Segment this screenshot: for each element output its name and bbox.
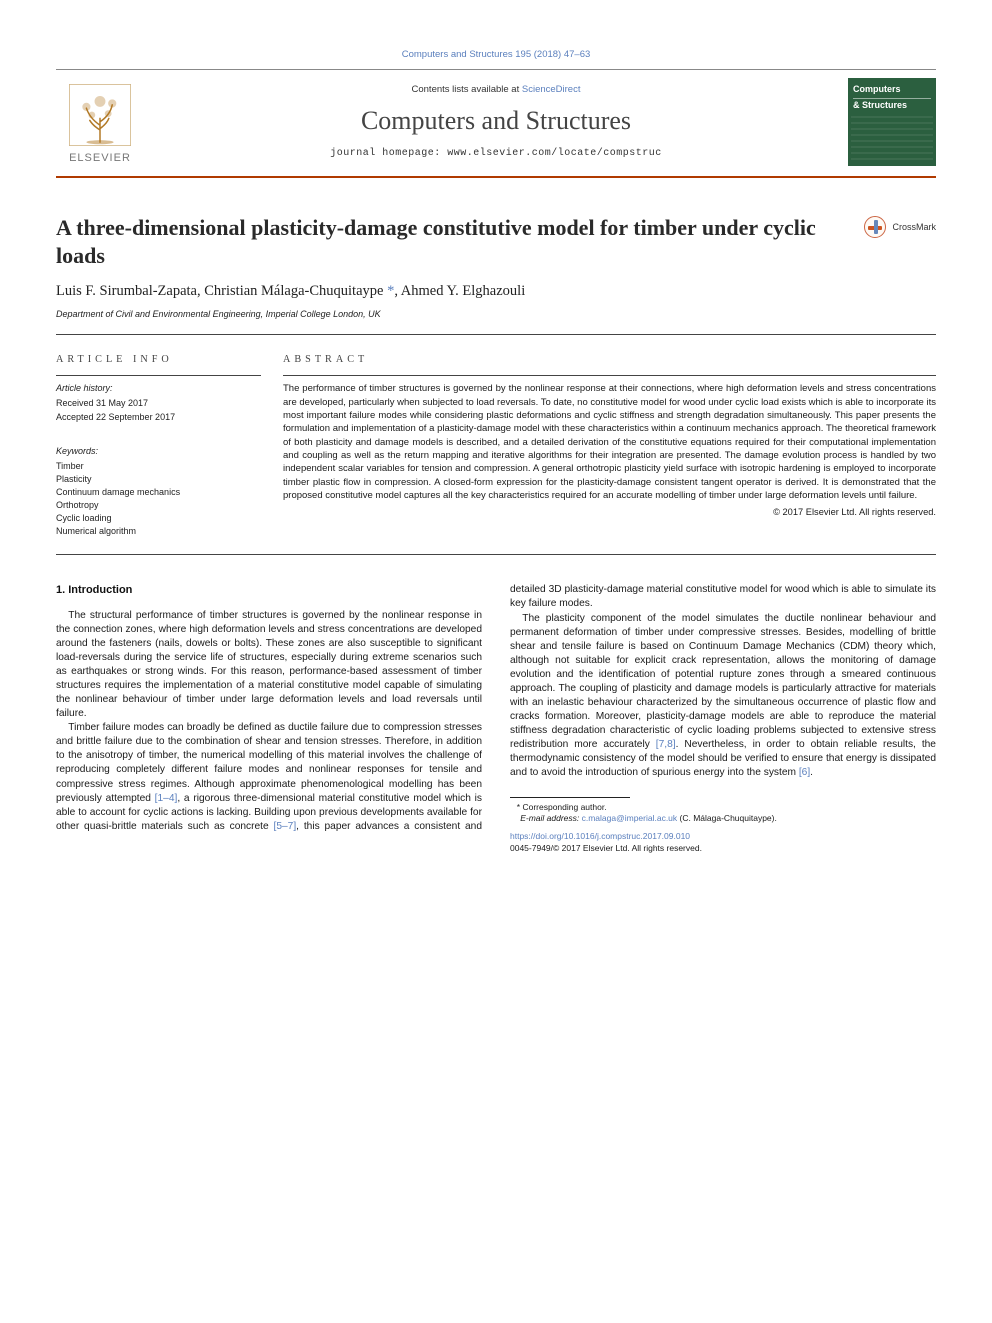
cover-line2: & Structures <box>853 100 931 111</box>
body-paragraph: The plasticity component of the model si… <box>510 612 936 781</box>
doi-block: https://doi.org/10.1016/j.compstruc.2017… <box>510 831 936 854</box>
history-label: Article history: <box>56 382 261 395</box>
keyword-item: Numerical algorithm <box>56 525 261 538</box>
elsevier-tree-icon <box>66 81 134 149</box>
crossmark-label: CrossMark <box>892 221 936 234</box>
section-heading: 1. Introduction <box>56 583 482 598</box>
body-paragraph: The structural performance of timber str… <box>56 609 482 722</box>
keyword-item: Continuum damage mechanics <box>56 486 261 499</box>
abstract-copyright: © 2017 Elsevier Ltd. All rights reserved… <box>283 506 936 519</box>
email-tail: (C. Málaga-Chuquitaype). <box>677 813 777 823</box>
authors: Luis F. Sirumbal-Zapata, Christian Málag… <box>56 281 936 301</box>
abstract-text: The performance of timber structures is … <box>283 382 936 502</box>
footnotes: * Corresponding author. E-mail address: … <box>510 802 936 825</box>
journal-citation-link[interactable]: Computers and Structures 195 (2018) 47–6… <box>402 49 591 60</box>
history-item: Received 31 May 2017 <box>56 397 261 410</box>
email-label: E-mail address: <box>520 813 581 823</box>
citation-link[interactable]: [6] <box>799 767 810 778</box>
keyword-item: Orthotropy <box>56 499 261 512</box>
citation-link[interactable]: [1–4] <box>155 793 178 804</box>
contents-line: Contents lists available at ScienceDirec… <box>154 83 838 96</box>
masthead: ELSEVIER Contents lists available at Sci… <box>56 69 936 178</box>
rule <box>56 375 261 376</box>
article-info-panel: ARTICLE INFO Article history: Received 3… <box>56 353 261 538</box>
abstract-panel: ABSTRACT The performance of timber struc… <box>283 353 936 538</box>
homepage-url[interactable]: www.elsevier.com/locate/compstruc <box>447 148 662 159</box>
homepage-prefix: journal homepage: <box>330 148 447 159</box>
journal-citation: Computers and Structures 195 (2018) 47–6… <box>56 48 936 61</box>
crossmark-badge[interactable]: CrossMark <box>864 216 936 238</box>
keyword-item: Plasticity <box>56 473 261 486</box>
article-title: A three-dimensional plasticity-damage co… <box>56 214 852 269</box>
journal-name: Computers and Structures <box>154 103 838 139</box>
contents-prefix: Contents lists available at <box>412 84 522 95</box>
body-two-column: 1. Introduction The structural performan… <box>56 583 936 854</box>
doi-link[interactable]: https://doi.org/10.1016/j.compstruc.2017… <box>510 831 690 841</box>
abstract-heading: ABSTRACT <box>283 353 936 367</box>
citation-link[interactable]: [7,8] <box>656 739 676 750</box>
sciencedirect-link[interactable]: ScienceDirect <box>522 84 581 95</box>
citation-link[interactable]: [5–7] <box>274 821 297 832</box>
corresponding-author: * Corresponding author. <box>510 802 936 814</box>
crossmark-icon <box>864 216 886 238</box>
journal-homepage: journal homepage: www.elsevier.com/locat… <box>154 147 838 161</box>
issn-copyright: 0045-7949/© 2017 Elsevier Ltd. All right… <box>510 843 702 853</box>
affiliation: Department of Civil and Environmental En… <box>56 308 936 321</box>
publisher-name: ELSEVIER <box>69 151 131 166</box>
publisher-logo: ELSEVIER <box>56 78 144 166</box>
history-item: Accepted 22 September 2017 <box>56 411 261 424</box>
keyword-item: Timber <box>56 460 261 473</box>
keywords-label: Keywords: <box>56 445 261 458</box>
rule <box>56 334 936 335</box>
author-email-link[interactable]: c.malaga@imperial.ac.uk <box>582 813 678 823</box>
rule <box>56 554 936 555</box>
journal-cover-thumbnail: Computers & Structures <box>848 78 936 166</box>
cover-line1: Computers <box>853 84 931 99</box>
article-info-heading: ARTICLE INFO <box>56 353 261 367</box>
rule <box>283 375 936 376</box>
footnote-separator <box>510 797 630 798</box>
keyword-item: Cyclic loading <box>56 512 261 525</box>
